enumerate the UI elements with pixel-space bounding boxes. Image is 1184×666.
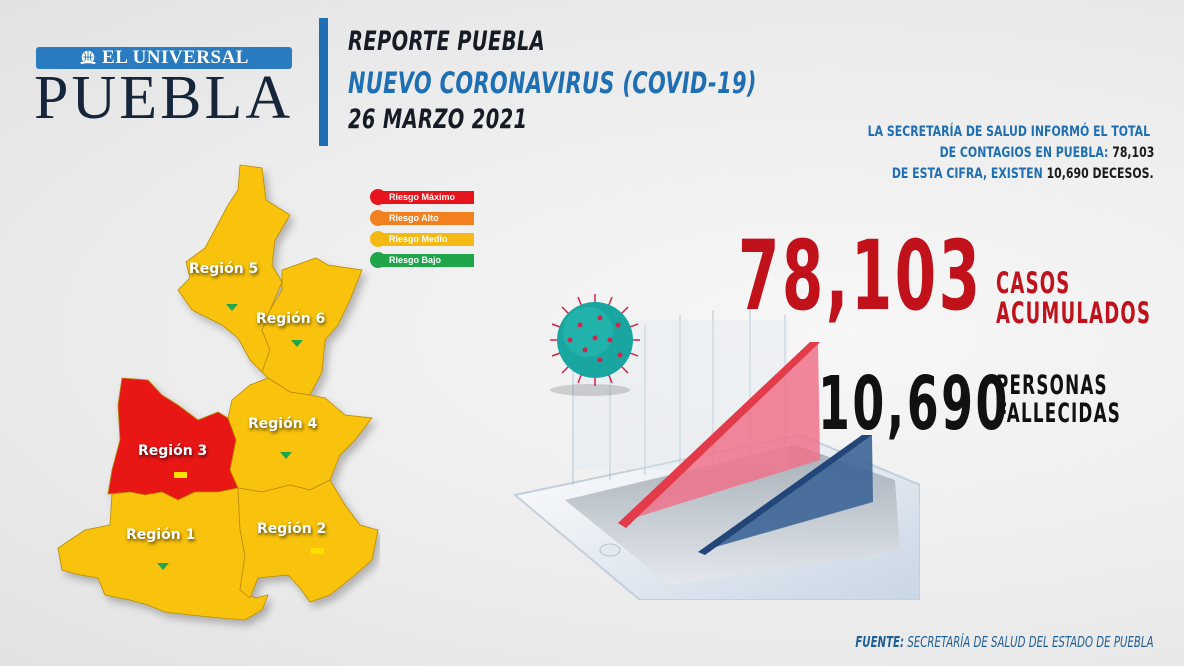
legend-label: Riesgo Máximo	[381, 190, 474, 204]
logo-city-text: PUEBLA	[34, 64, 294, 132]
region-3-label: Región 3	[138, 443, 208, 459]
virus-icon	[550, 294, 640, 396]
trend-down-icon	[157, 563, 169, 570]
report-subtitle: NUEVO CORONAVIRUS (COVID-19)	[348, 66, 757, 100]
info-line-3-prefix: DE ESTA CIFRA, EXISTEN	[892, 166, 1047, 182]
deaths-label: PERSONAS FALLECIDAS	[996, 372, 1121, 428]
region-5-label: Región 5	[189, 261, 259, 277]
trend-down-icon	[280, 452, 292, 459]
info-line-2-prefix: DE CONTAGIOS EN PUEBLA:	[939, 145, 1112, 161]
cases-label: CASOS ACUMULADOS	[996, 268, 1151, 328]
report-title: REPORTE PUEBLA	[348, 26, 546, 57]
cases-label-line-2: ACUMULADOS	[996, 296, 1152, 330]
legend-item-high: Riesgo Alto	[370, 210, 474, 226]
cases-bar-edge	[618, 342, 820, 528]
header-divider	[319, 18, 328, 146]
legend-label: Riesgo Alto	[381, 211, 474, 225]
tablet-chart-illustration	[512, 294, 920, 600]
legend-item-max: Riesgo Máximo	[370, 189, 474, 205]
info-cases-value: 78,103	[1111, 145, 1154, 161]
region-4-label: Región 4	[248, 416, 318, 432]
source-prefix: FUENTE:	[855, 633, 905, 651]
legend-dot-icon	[370, 210, 386, 226]
tablet-home-button	[599, 543, 621, 557]
trend-down-icon	[291, 340, 303, 347]
legend-label: Riesgo Medio	[381, 232, 474, 246]
cases-label-line-1: CASOS	[996, 266, 1071, 300]
info-line-3: DE ESTA CIFRA, EXISTEN 10,690 DECESOS.	[892, 166, 1154, 182]
deaths-label-line-2: FALLECIDAS	[996, 398, 1122, 429]
region-2-label: Región 2	[257, 521, 327, 537]
globe-eagle-icon	[79, 50, 97, 65]
logo-banner: EL UNIVERSAL	[36, 47, 292, 69]
cases-value: 78,103	[738, 220, 983, 332]
legend-dot-icon	[370, 252, 386, 268]
map-region-5[interactable]	[177, 164, 291, 373]
trend-stable-icon	[174, 472, 187, 478]
source-footer: FUENTE: SECRETARÍA DE SALUD DEL ESTADO D…	[856, 633, 1154, 651]
legend-label: Riesgo Bajo	[381, 253, 474, 267]
report-date: 26 MARZO 2021	[348, 104, 528, 135]
map-region-2[interactable]	[237, 479, 379, 603]
info-line-1: LA SECRETARÍA DE SALUD INFORMÓ EL TOTAL	[867, 124, 1150, 140]
legend-dot-icon	[370, 231, 386, 247]
legend-dot-icon	[370, 189, 386, 205]
info-deaths-value: 10,690 DECESOS.	[1046, 166, 1154, 182]
puebla-regions-map	[57, 164, 379, 621]
region-1-label: Región 1	[126, 527, 196, 543]
map-region-4[interactable]	[227, 377, 373, 493]
legend-item-low: Riesgo Bajo	[370, 252, 474, 268]
deaths-bar-edge	[698, 435, 872, 555]
map-region-3[interactable]	[107, 377, 239, 501]
info-line-2: DE CONTAGIOS EN PUEBLA: 78,103	[939, 145, 1154, 161]
region-6-label: Región 6	[256, 311, 326, 327]
deaths-label-line-1: PERSONAS	[996, 370, 1108, 401]
source-text: SECRETARÍA DE SALUD DEL ESTADO DE PUEBLA	[904, 633, 1154, 651]
trend-stable-icon	[311, 548, 324, 554]
trend-down-icon	[226, 304, 238, 311]
deaths-value: 10,690	[818, 361, 1010, 447]
map-region-1[interactable]	[57, 487, 269, 621]
logo-banner-text: EL UNIVERSAL	[102, 47, 249, 68]
legend-item-medium: Riesgo Medio	[370, 231, 474, 247]
